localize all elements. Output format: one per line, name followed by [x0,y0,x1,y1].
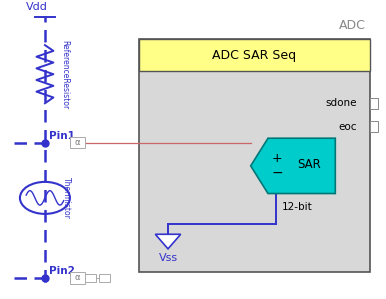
Text: Thermistor: Thermistor [62,177,71,219]
Polygon shape [251,138,335,193]
Text: −: − [272,166,283,180]
Polygon shape [155,234,181,249]
Bar [370,121,378,132]
Text: 12-bit: 12-bit [281,202,312,212]
Text: SAR: SAR [297,158,321,171]
Bar [139,39,370,272]
Text: Pin2: Pin2 [49,266,74,277]
Text: ADC SAR Seq: ADC SAR Seq [212,49,296,62]
Text: eoc: eoc [338,122,356,132]
Bar [70,137,85,148]
Bar [370,98,378,109]
Text: α: α [75,138,80,147]
Text: ReferenceResistor: ReferenceResistor [60,39,69,109]
Bar [70,272,85,284]
Text: +: + [272,152,283,165]
Text: Pin1: Pin1 [49,131,74,141]
Text: α: α [75,273,80,283]
Text: Vdd: Vdd [26,1,47,12]
Bar [99,274,110,282]
Bar [139,39,370,71]
Text: ADC: ADC [339,19,366,32]
Text: sdone: sdone [325,98,356,108]
Text: Vss: Vss [158,253,178,263]
Bar [85,274,96,282]
